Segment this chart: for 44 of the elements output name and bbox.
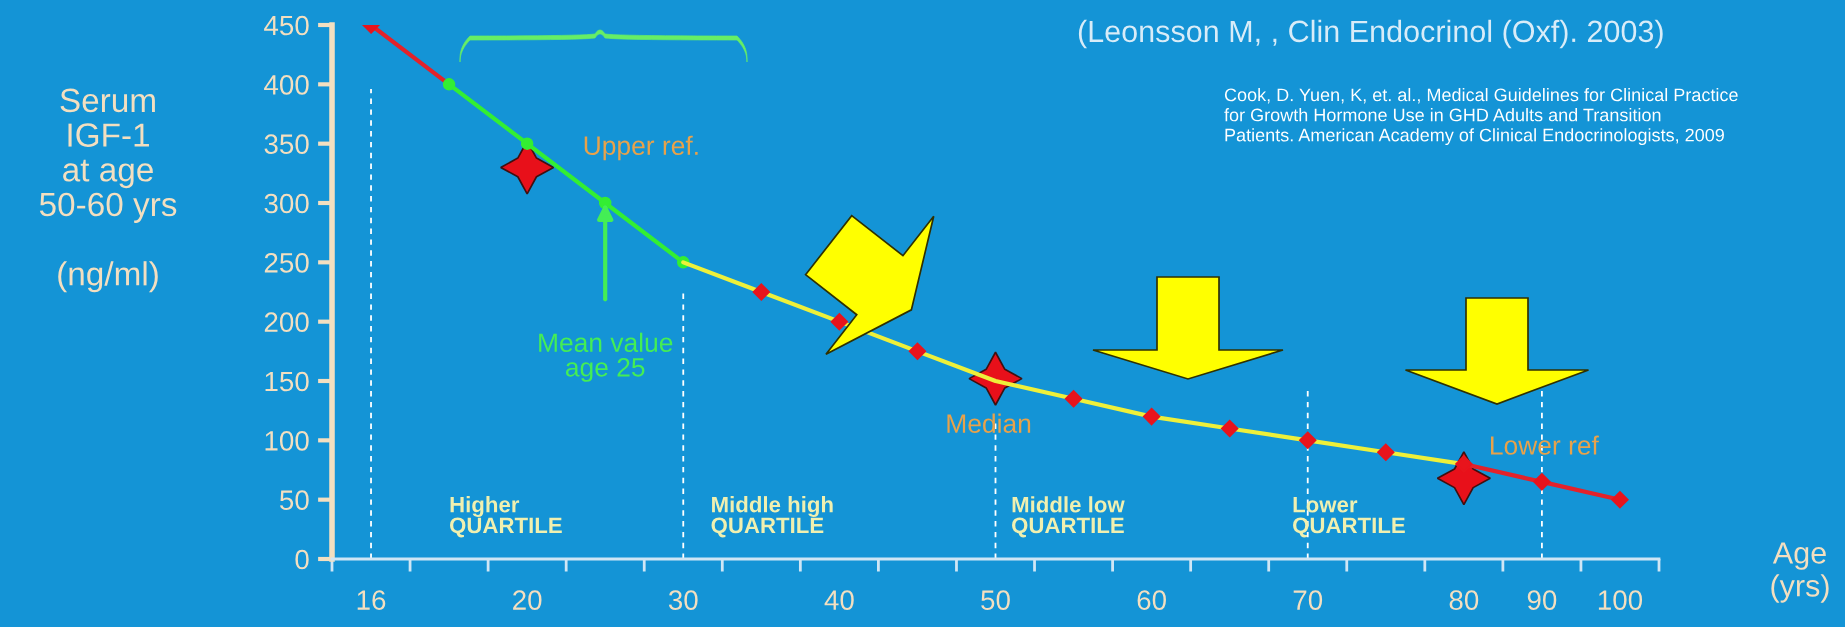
y-tick-label: 100 xyxy=(265,431,309,451)
chart-title: (Leonsson M, , Clin Endocrinol (Oxf). 2003) xyxy=(1078,19,1663,49)
x-tick-label: 20 xyxy=(513,590,542,610)
y-tick-label: 300 xyxy=(264,193,309,214)
x-tick-label: 40 xyxy=(824,590,854,610)
x-tick-label: 16 xyxy=(357,590,386,610)
y-tick-label: 150 xyxy=(265,371,309,392)
x-tick-label: 70 xyxy=(1293,590,1323,610)
annotation: Mean value age 25 xyxy=(539,332,673,382)
point xyxy=(1064,390,1083,408)
x-tick-label: 30 xyxy=(668,590,698,610)
point xyxy=(1611,490,1629,509)
annotation: Median xyxy=(947,413,1031,433)
annotation: Lower ref xyxy=(1491,435,1599,455)
annotation: Middle low QUARTILE xyxy=(1012,496,1125,538)
y-tick-label: 250 xyxy=(264,253,309,273)
y-axis-title: Serum IGF-1 at age 50-60 yrs (ng/ml) xyxy=(39,88,177,293)
x-tick-label: 50 xyxy=(981,590,1010,610)
annotation: Upper ref. xyxy=(584,135,698,161)
annotation: Lower QUARTILE xyxy=(1293,497,1405,538)
x-tick-label: 90 xyxy=(1527,590,1557,610)
y-tick-label: 50 xyxy=(279,490,309,511)
point xyxy=(520,137,534,150)
point xyxy=(908,342,927,361)
y-tick-label: 0 xyxy=(295,549,309,570)
y-tick-label: 400 xyxy=(264,75,309,95)
point xyxy=(830,312,849,331)
point xyxy=(1377,443,1395,461)
point xyxy=(442,78,456,91)
point xyxy=(1220,419,1239,438)
annotation: Higher QUARTILE xyxy=(450,496,562,538)
y-tick-label: 350 xyxy=(264,134,309,155)
point xyxy=(1142,407,1161,426)
point xyxy=(1299,431,1317,450)
point xyxy=(752,283,771,301)
y-tick-label: 200 xyxy=(264,312,309,333)
point xyxy=(1533,473,1551,491)
x-tick-label: 100 xyxy=(1598,590,1643,610)
annotation: Middle high QUARTILE xyxy=(711,496,833,538)
x-tick-label: 60 xyxy=(1137,590,1166,610)
x-tick-label: 80 xyxy=(1449,590,1479,610)
annotation: Cook, D. Yuen, K, et. al., Medical Guidelines for Clinical Practice for Growth Hormone Use in GHD Adults and Transition Patients. American Academy of Clinical Endocrinologists, 2009 xyxy=(1224,88,1738,146)
x-axis-title: Age (yrs) xyxy=(1771,542,1829,603)
y-tick-label: 450 xyxy=(264,15,309,36)
